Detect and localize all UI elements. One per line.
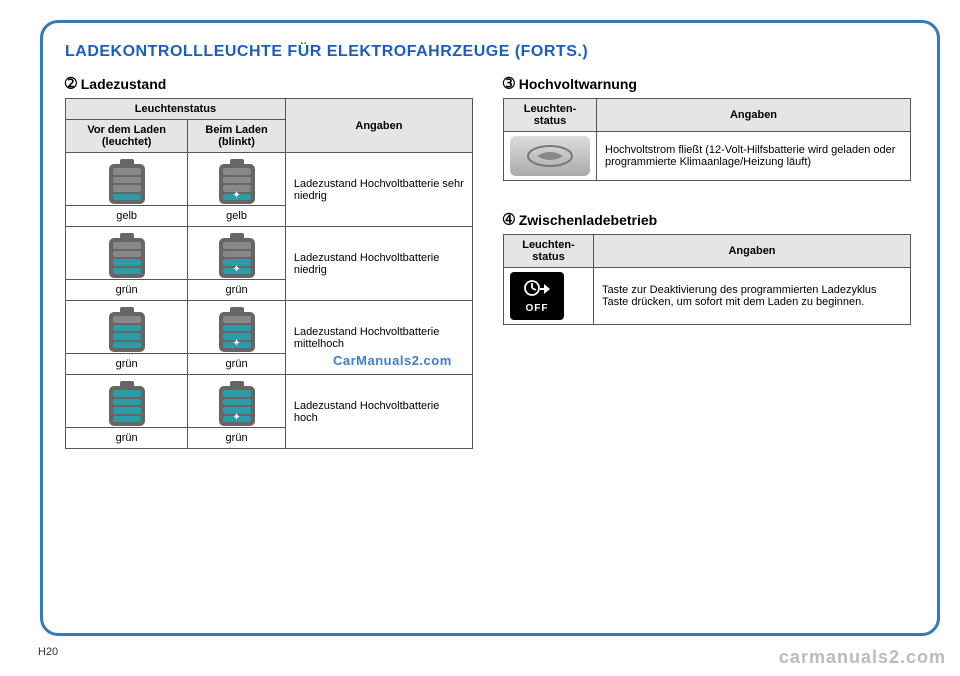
clock-plug-icon xyxy=(523,279,551,301)
battery-icon xyxy=(109,381,145,425)
battery-icon-cell: ✦ xyxy=(188,227,286,280)
color-label: grün xyxy=(188,428,286,449)
info-cell: Ladezustand Hochvoltbatterie hoch xyxy=(285,375,472,449)
battery-icon-cell xyxy=(66,153,188,206)
color-label: grün xyxy=(66,354,188,375)
table-row: ✦ Ladezustand Hochvoltbatterie sehr nied… xyxy=(66,153,473,206)
battery-icon-cell: ✦ xyxy=(188,301,286,354)
left-column: ➁ Ladezustand Leuchtenstatus Angaben Vor… xyxy=(65,75,473,449)
off-icon-cell: OFF xyxy=(504,268,594,325)
th-angaben: Angaben xyxy=(285,99,472,153)
battery-icon-cell: ✦ xyxy=(188,153,286,206)
sec4-heading: ➃ Zwischenladebetrieb xyxy=(503,211,911,228)
battery-icon-cell xyxy=(66,375,188,428)
charge-state-table: Leuchtenstatus Angaben Vor dem Laden (le… xyxy=(65,98,473,449)
color-label: grün xyxy=(188,280,286,301)
sec3-num: ➂ xyxy=(503,75,515,92)
battery-icon: ✦ xyxy=(219,233,255,277)
sec4-heading-text: Zwischenladebetrieb xyxy=(519,212,657,228)
color-label: gelb xyxy=(66,206,188,227)
sec2-heading: ➁ Ladezustand xyxy=(65,75,473,92)
th-vor-dem-laden: Vor dem Laden (leuchtet) xyxy=(66,120,188,153)
color-label: grün xyxy=(66,280,188,301)
info-cell: Hochvoltstrom fließt (12-Volt-Hilfsbatte… xyxy=(597,132,911,181)
battery-icon xyxy=(109,307,145,351)
color-label: grün xyxy=(66,428,188,449)
battery-icon-cell xyxy=(66,301,188,354)
battery-icon xyxy=(109,159,145,203)
info-cell: Ladezustand Hochvoltbatterie mittelhoch xyxy=(285,301,472,375)
battery-icon: ✦ xyxy=(219,159,255,203)
hv-warning-table: Leuchten-status Angaben Hochvoltstrom fl… xyxy=(503,98,911,181)
th-beim-laden: Beim Laden (blinkt) xyxy=(188,120,286,153)
car-icon-cell xyxy=(504,132,597,181)
intermediate-charge-table: Leuchten-status Angaben xyxy=(503,234,911,325)
battery-icon xyxy=(109,233,145,277)
table-row: ✦ Ladezustand Hochvoltbatterie niedrig xyxy=(66,227,473,280)
th-leuchtenstatus: Leuchten-status xyxy=(504,99,597,132)
plug-off-icon: OFF xyxy=(510,272,564,320)
hyundai-logo-icon xyxy=(525,144,575,168)
th-leuchtenstatus: Leuchten-status xyxy=(504,235,594,268)
th-angaben: Angaben xyxy=(597,99,911,132)
color-label: grün xyxy=(188,354,286,375)
info-cell: Ladezustand Hochvoltbatterie sehr niedri… xyxy=(285,153,472,227)
battery-icon-cell xyxy=(66,227,188,280)
battery-icon-cell: ✦ xyxy=(188,375,286,428)
th-angaben: Angaben xyxy=(594,235,911,268)
ev-car-icon xyxy=(510,136,590,176)
info-cell: Taste zur Deaktivierung des programmiert… xyxy=(594,268,911,325)
off-label: OFF xyxy=(526,303,549,314)
page-title: LADEKONTROLLLEUCHTE FÜR ELEKTROFAHRZEUGE… xyxy=(65,43,915,61)
info-cell: Ladezustand Hochvoltbatterie niedrig xyxy=(285,227,472,301)
page-frame: LADEKONTROLLLEUCHTE FÜR ELEKTROFAHRZEUGE… xyxy=(40,20,940,636)
th-leuchtenstatus: Leuchtenstatus xyxy=(66,99,286,120)
table-row: OFF Taste zur Deaktivierung des programm… xyxy=(504,268,911,325)
footer-watermark: carmanuals2.com xyxy=(779,647,946,668)
battery-icon: ✦ xyxy=(219,307,255,351)
battery-icon: ✦ xyxy=(219,381,255,425)
right-column: ➂ Hochvoltwarnung Leuchten-status Angabe… xyxy=(503,75,911,449)
sec2-heading-text: Ladezustand xyxy=(81,76,167,92)
sec3-heading: ➂ Hochvoltwarnung xyxy=(503,75,911,92)
sec3-heading-text: Hochvoltwarnung xyxy=(519,76,637,92)
sec4-num: ➃ xyxy=(503,211,515,228)
page-number: H20 xyxy=(38,646,58,658)
table-row: ✦ Ladezustand Hochvoltbatterie hoch xyxy=(66,375,473,428)
table-row: Hochvoltstrom fließt (12-Volt-Hilfsbatte… xyxy=(504,132,911,181)
color-label: gelb xyxy=(188,206,286,227)
table-row: ✦ Ladezustand Hochvoltbatterie mittelhoc… xyxy=(66,301,473,354)
two-columns: ➁ Ladezustand Leuchtenstatus Angaben Vor… xyxy=(65,75,915,449)
sec2-num: ➁ xyxy=(65,75,77,92)
